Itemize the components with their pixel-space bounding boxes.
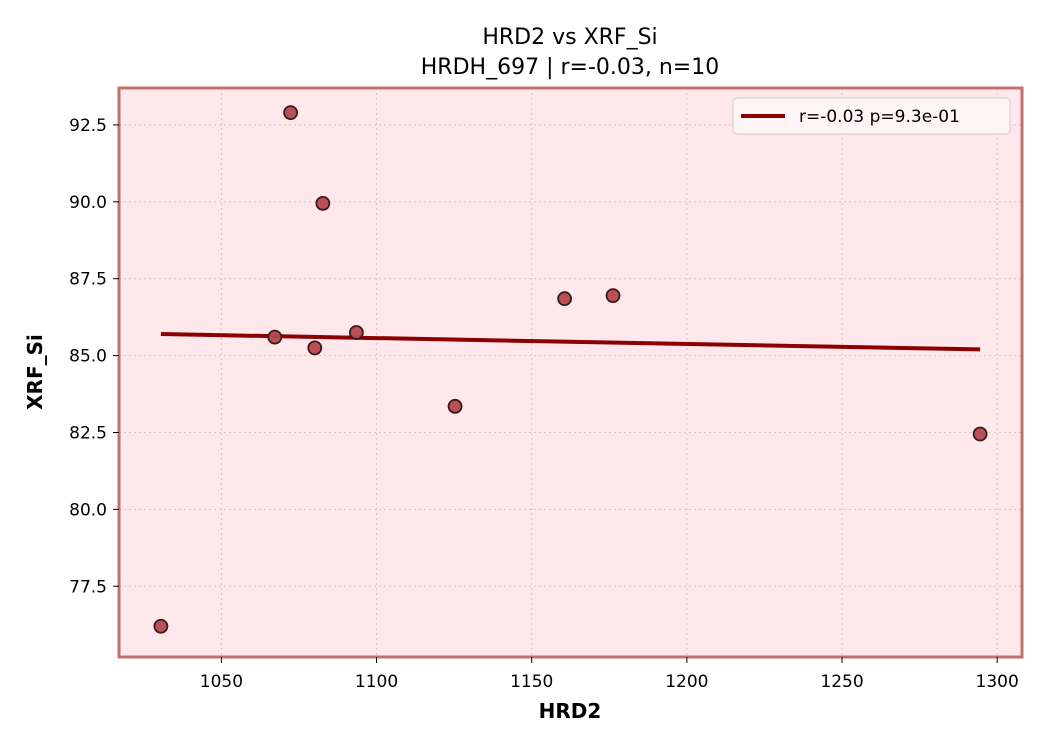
data-point — [307, 340, 323, 356]
x-axis-label: HRD2 — [539, 699, 602, 723]
data-point — [267, 329, 283, 345]
fit-line-layer — [160, 332, 981, 352]
legend-label: r=-0.03 p=9.3e-01 — [799, 107, 960, 127]
grid-lines — [119, 88, 1022, 657]
chart-title: HRD2 vs XRF_Si — [482, 25, 657, 50]
x-tick-label: 1300 — [976, 672, 1019, 692]
y-tick-label: 82.5 — [69, 423, 107, 443]
x-tick-label: 1200 — [665, 672, 708, 692]
data-point — [283, 105, 299, 121]
data-point — [972, 426, 988, 442]
y-tick-label: 80.0 — [69, 500, 107, 520]
y-tick-label: 77.5 — [69, 577, 107, 597]
y-axis-label: XRF_Si — [23, 334, 47, 410]
x-tick-label: 1100 — [355, 672, 398, 692]
fit-line — [160, 332, 981, 352]
legend-box — [732, 97, 1011, 135]
x-tick-label: 1150 — [510, 672, 553, 692]
y-tick-label: 85.0 — [69, 347, 107, 367]
data-point — [153, 618, 169, 634]
y-tick-label: 92.5 — [69, 116, 107, 136]
x-tick-label: 1250 — [820, 672, 863, 692]
data-point — [557, 291, 573, 307]
data-point — [315, 195, 331, 211]
y-axis-ticks: 77.5 80.0 82.5 85.0 87.5 90.0 92.5 — [69, 116, 119, 597]
x-axis-ticks: 1050 1100 1150 1200 1250 1300 — [200, 657, 1019, 692]
chart-subtitle: HRDH_697 | r=-0.03, n=10 — [421, 55, 719, 80]
x-tick-label: 1050 — [200, 672, 243, 692]
plot-frame — [117, 86, 1024, 659]
plot-area — [119, 88, 1022, 657]
data-point — [605, 288, 621, 304]
data-points — [153, 105, 988, 634]
y-tick-label: 90.0 — [69, 193, 107, 213]
data-point — [447, 398, 463, 414]
y-tick-label: 87.5 — [69, 270, 107, 290]
legend: r=-0.03 p=9.3e-01 — [732, 97, 1011, 135]
data-point — [348, 325, 364, 340]
